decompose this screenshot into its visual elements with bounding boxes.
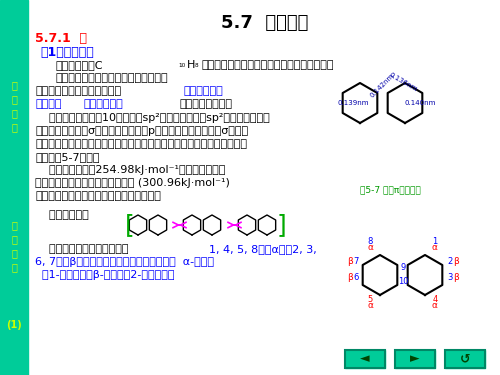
Text: 2: 2 [448, 258, 452, 267]
Text: 9: 9 [400, 264, 406, 273]
Bar [395, 350, 435, 368]
Bar [345, 350, 385, 368]
Bar [445, 350, 485, 368]
Text: 此值比两个单独苯的离域能的总和 (300.96kJ·mol⁻¹): 此值比两个单独苯的离域能的总和 (300.96kJ·mol⁻¹) [35, 178, 230, 188]
Text: 萘环中有两种不同的位置：: 萘环中有两种不同的位置： [35, 244, 128, 254]
Text: 图5-7 萘的π分子轨道: 图5-7 萘的π分子轨道 [360, 185, 421, 194]
Bar [345, 350, 385, 368]
Text: ，萘是由两个苯环共用两个碳原子并联而成。: ，萘是由两个苯环共用两个碳原子并联而成。 [201, 60, 334, 70]
Text: β: β [453, 273, 459, 282]
Text: ₈: ₈ [195, 60, 198, 69]
Text: 6, 7称为β位。因此萘的一元取代物有两种：  α-取代物: 6, 7称为β位。因此萘的一元取代物有两种： α-取代物 [35, 257, 214, 267]
Text: 7: 7 [354, 258, 358, 267]
Text: 与普通的单双: 与普通的单双 [183, 86, 223, 96]
Text: 8: 8 [368, 237, 372, 246]
Text: 10: 10 [398, 278, 408, 286]
Text: 与苯相似，分子中10个碳均为sp²杂化，各以三个sp²杂化轨道分别与: 与苯相似，分子中10个碳均为sp²杂化，各以三个sp²杂化轨道分别与 [35, 113, 270, 123]
Text: H: H [187, 60, 196, 70]
Bar [445, 350, 485, 368]
Text: ◄: ◄ [360, 352, 370, 366]
Bar [0, 0, 28, 375]
Text: ↺: ↺ [460, 352, 470, 366]
Text: 的平面，且对称轴相互平行并在侧面相互交盖，形成了一个闭合的共轭体: 的平面，且对称轴相互平行并在侧面相互交盖，形成了一个闭合的共轭体 [35, 139, 247, 149]
Text: 5.7.1  萘: 5.7.1 萘 [35, 32, 87, 45]
Text: 其它三个原子形成σ键，每个碳原子的p轨道的对称轴都垂直于σ键所在: 其它三个原子形成σ键，每个碳原子的p轨道的对称轴都垂直于σ键所在 [35, 126, 248, 136]
Text: α: α [367, 243, 373, 252]
Text: 有
机
化
学: 有 机 化 学 [11, 80, 17, 132]
Text: [: [ [125, 213, 135, 237]
Text: 萘的离域能约为254.98kJ·mol⁻¹，比较稳定。但: 萘的离域能约为254.98kJ·mol⁻¹，比较稳定。但 [35, 165, 226, 175]
Text: 键不同，: 键不同， [35, 99, 62, 109]
Text: 1, 4, 5, 8称为α位，2, 3,: 1, 4, 5, 8称为α位，2, 3, [209, 244, 317, 254]
Text: 1: 1 [432, 237, 438, 246]
Text: α: α [432, 243, 438, 252]
Text: 苯环在同一平面上。碳碳键长: 苯环在同一平面上。碳碳键长 [35, 86, 121, 96]
Text: 4: 4 [432, 294, 438, 303]
Bar [395, 350, 435, 368]
Text: 5.7  稠环芳烃: 5.7 稠环芳烃 [222, 14, 308, 32]
Text: 6: 6 [354, 273, 358, 282]
Text: β: β [347, 258, 353, 267]
Text: 0.140nm: 0.140nm [404, 100, 436, 106]
Text: 与苯也不相同: 与苯也不相同 [83, 99, 123, 109]
Text: 第
十
二
讲: 第 十 二 讲 [11, 220, 17, 272]
Text: β: β [453, 258, 459, 267]
Text: 5: 5 [368, 294, 372, 303]
Text: ]: ] [277, 213, 287, 237]
Text: 0.139nm: 0.139nm [337, 100, 369, 106]
Text: （1-取代物）和β-取代物（2-取代物）。: （1-取代物）和β-取代物（2-取代物）。 [35, 270, 174, 280]
Text: 0.136nm: 0.136nm [388, 72, 418, 93]
Text: 萘与苯相似，也具有平面结构，即两个: 萘与苯相似，也具有平面结构，即两个 [55, 73, 168, 83]
Text: 萘的共振式：: 萘的共振式： [35, 210, 89, 220]
Text: 系，如图5-7所示。: 系，如图5-7所示。 [35, 152, 100, 162]
Text: 为低，因此萘的芳香性比苯差，比苯活泼。: 为低，因此萘的芳香性比苯差，比苯活泼。 [35, 191, 161, 201]
Text: ₁₀: ₁₀ [178, 60, 185, 69]
Text: 3: 3 [448, 273, 452, 282]
Text: 0.142nm: 0.142nm [369, 72, 395, 98]
Text: ►: ► [410, 352, 420, 366]
Text: α: α [367, 300, 373, 309]
Text: (1): (1) [6, 320, 22, 330]
Text: β: β [347, 273, 353, 282]
Text: （1）萘的结构: （1）萘的结构 [40, 46, 94, 59]
Text: ，并不完全相等。: ，并不完全相等。 [179, 99, 232, 109]
Text: 萘的分子式：C: 萘的分子式：C [55, 60, 102, 70]
Text: α: α [432, 300, 438, 309]
